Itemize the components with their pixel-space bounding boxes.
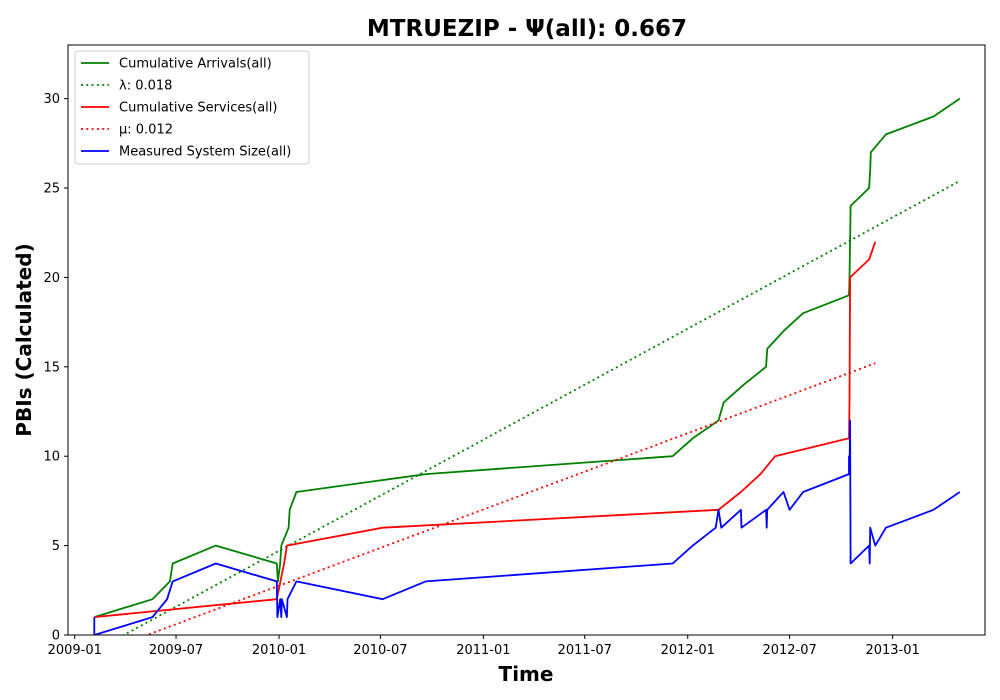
y-tick-label: 15 xyxy=(43,360,60,375)
legend-label: μ: 0.012 xyxy=(119,123,173,138)
y-tick-label: 20 xyxy=(43,271,60,286)
x-tick-label: 2012-01 xyxy=(661,643,715,658)
series-line-measured-system-size-all xyxy=(93,419,961,635)
series-line-0-012 xyxy=(144,362,876,635)
series-line-cumulative-services-all xyxy=(94,241,877,618)
x-tick-label: 2010-07 xyxy=(353,643,407,658)
y-axis-title: PBIs (Calculated) xyxy=(12,243,36,436)
x-tick-label: 2011-07 xyxy=(558,643,612,658)
y-tick-label: 25 xyxy=(43,182,60,197)
x-tick-label: 2009-01 xyxy=(48,643,102,658)
plot-frame xyxy=(67,44,986,636)
y-axis: 0 5 10 15 20 25 30 xyxy=(43,92,68,644)
y-tick-label: 0 xyxy=(52,629,60,644)
legend-label: Cumulative Services(all) xyxy=(119,101,277,116)
chart-title: MTRUEZIP - Ψ(all): 0.667 xyxy=(367,16,687,42)
x-axis-title: Time xyxy=(499,662,554,686)
series-line-cumulative-arrivals-all xyxy=(94,97,961,618)
series-layer xyxy=(93,97,961,635)
x-axis: 2009-01 2009-07 2010-01 2010-07 2011-01 2011-… xyxy=(48,635,920,658)
legend-label: Cumulative Arrivals(all) xyxy=(119,57,272,72)
y-tick-label: 5 xyxy=(52,539,60,554)
x-tick-label: 2011-01 xyxy=(456,643,510,658)
legend: Cumulative Arrivals(all) λ: 0.018 Cumulati… xyxy=(74,50,310,165)
x-tick-label: 2012-07 xyxy=(762,643,816,658)
x-tick-label: 2013-01 xyxy=(865,643,919,658)
x-tick-label: 2009-07 xyxy=(149,643,203,658)
legend-box xyxy=(74,50,310,165)
x-tick-label: 2010-01 xyxy=(252,643,306,658)
legend-label: λ: 0.018 xyxy=(119,79,172,94)
y-tick-label: 30 xyxy=(43,92,60,107)
legend-label: Measured System Size(all) xyxy=(119,145,291,160)
y-tick-label: 10 xyxy=(43,450,60,465)
